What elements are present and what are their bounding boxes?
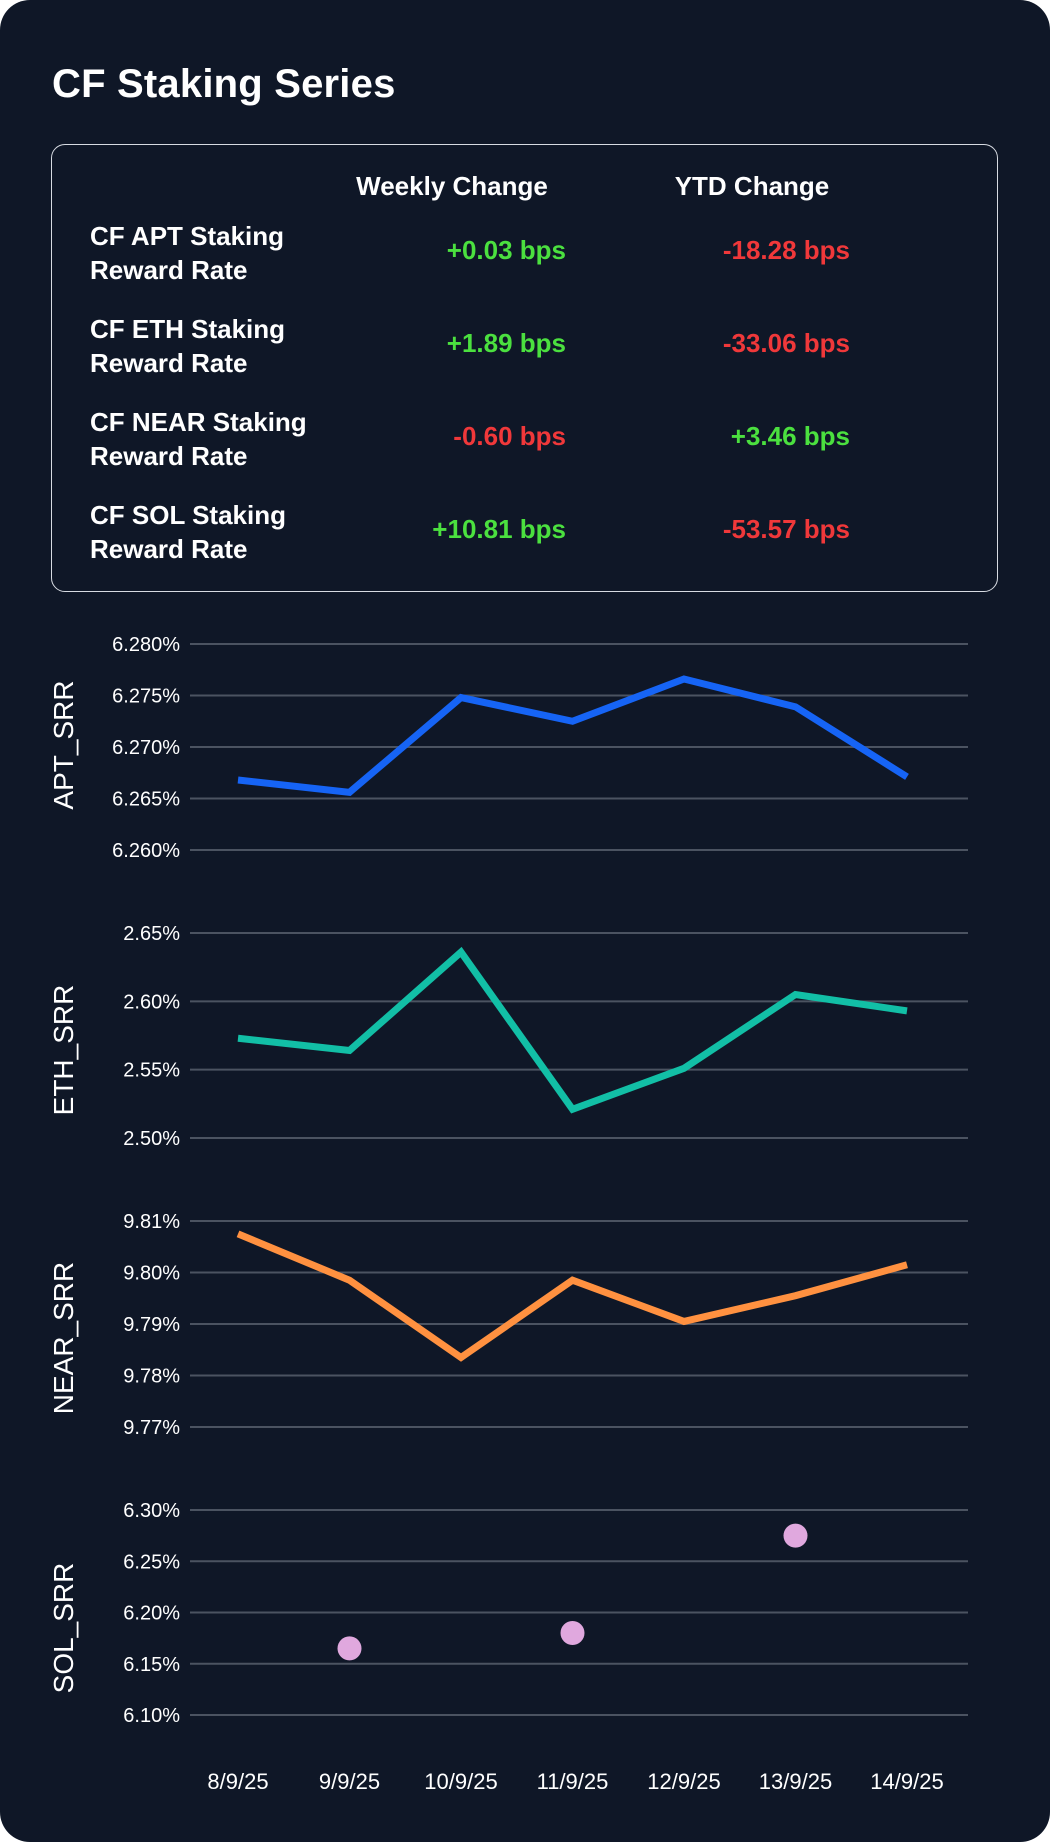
data-point bbox=[560, 1621, 585, 1645]
x-tick-label: 12/9/25 bbox=[647, 1769, 720, 1794]
y-tick-label: 6.25% bbox=[123, 1551, 180, 1573]
y-tick-label: 2.50% bbox=[123, 1128, 180, 1150]
y-tick-label: 2.60% bbox=[123, 991, 180, 1013]
y-axis-label: APT_SRR bbox=[48, 680, 79, 809]
y-tick-label: 9.81% bbox=[123, 1211, 180, 1233]
page-title: CF Staking Series bbox=[52, 62, 396, 106]
y-tick-label: 6.265% bbox=[112, 789, 180, 811]
row-label: CF NEAR Staking Reward Rate bbox=[90, 407, 307, 471]
weekly-change-value: +0.03 bps bbox=[446, 235, 566, 265]
table-row: CF APT Staking Reward Rate +0.03 bps -18… bbox=[52, 219, 997, 299]
y-tick-label: 2.65% bbox=[123, 923, 180, 945]
ytd-change-value: +3.46 bps bbox=[730, 421, 850, 451]
row-label: CF APT Staking Reward Rate bbox=[90, 221, 285, 285]
series-line bbox=[237, 946, 908, 1114]
y-tick-label: 6.270% bbox=[112, 737, 180, 759]
y-tick-label: 9.79% bbox=[123, 1314, 180, 1336]
weekly-change-value: -0.60 bps bbox=[453, 421, 566, 451]
x-tick-label: 11/9/25 bbox=[537, 1769, 609, 1794]
row-label: CF ETH Staking Reward Rate bbox=[90, 314, 286, 378]
y-tick-label: 6.260% bbox=[112, 840, 180, 862]
ytd-change-value: -53.57 bps bbox=[722, 514, 850, 544]
series-line bbox=[236, 1230, 908, 1362]
x-tick-label: 10/9/25 bbox=[424, 1769, 497, 1794]
y-tick-label: 6.280% bbox=[112, 634, 180, 656]
table-row: CF NEAR Staking Reward Rate -0.60 bps +3… bbox=[52, 405, 997, 485]
y-tick-label: 9.77% bbox=[123, 1417, 180, 1439]
table-row: CF ETH Staking Reward Rate +1.89 bps -33… bbox=[52, 312, 997, 392]
y-tick-label: 6.20% bbox=[123, 1603, 180, 1625]
summary-table: Weekly Change YTD Change CF APT Staking … bbox=[51, 144, 998, 592]
weekly-change-value: +1.89 bps bbox=[446, 328, 566, 358]
x-tick-label: 13/9/25 bbox=[759, 1769, 832, 1794]
weekly-change-value: +10.81 bps bbox=[432, 514, 566, 544]
x-tick-label: 14/9/25 bbox=[870, 1769, 943, 1794]
y-axis-label: ETH_SRR bbox=[48, 985, 79, 1116]
y-tick-label: 6.275% bbox=[112, 686, 180, 708]
data-point bbox=[337, 1636, 362, 1661]
y-tick-label: 2.55% bbox=[123, 1060, 180, 1082]
table-row: CF SOL Staking Reward Rate +10.81 bps -5… bbox=[52, 498, 997, 578]
y-tick-label: 6.15% bbox=[123, 1654, 180, 1676]
row-label: CF SOL Staking Reward Rate bbox=[90, 500, 286, 564]
header-ytd-change: YTD Change bbox=[674, 171, 830, 201]
y-tick-label: 6.10% bbox=[123, 1705, 180, 1727]
y-tick-label: 9.78% bbox=[123, 1366, 180, 1388]
ytd-change-value: -33.06 bps bbox=[722, 328, 850, 358]
ytd-change-value: -18.28 bps bbox=[722, 235, 850, 265]
header-weekly-change: Weekly Change bbox=[356, 171, 548, 201]
y-tick-label: 9.80% bbox=[123, 1263, 180, 1285]
x-tick-label: 8/9/25 bbox=[207, 1769, 268, 1794]
data-point bbox=[783, 1523, 808, 1548]
y-axis-label: NEAR_SRR bbox=[48, 1262, 79, 1414]
y-axis-label: SOL_SRR bbox=[48, 1563, 79, 1694]
x-tick-label: 9/9/25 bbox=[319, 1769, 380, 1794]
y-tick-label: 6.30% bbox=[123, 1500, 180, 1522]
